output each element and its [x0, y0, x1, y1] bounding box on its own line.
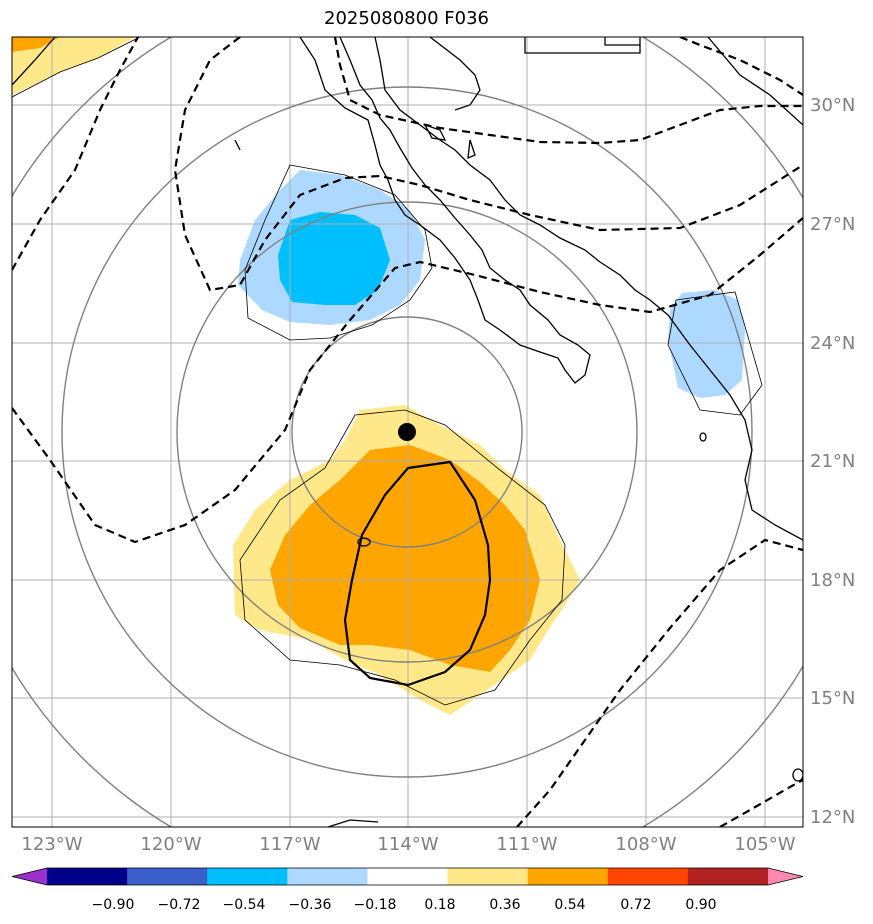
- lat-label: 12°N: [810, 807, 855, 828]
- shading-orange-top-left: [12, 37, 60, 52]
- lat-label: 24°N: [810, 333, 855, 354]
- colorbar-segment: [527, 868, 609, 885]
- coastline: [12, 37, 803, 827]
- colorbar-tick-label: 0.18: [424, 897, 455, 913]
- colorbar-min-arrow: [12, 868, 47, 885]
- colorbar-tick-label: −0.72: [158, 897, 201, 913]
- colorbar-tick-label: 0.72: [620, 897, 651, 913]
- lon-label: 117°W: [259, 834, 320, 855]
- colorbar-tick-label: 0.36: [489, 897, 520, 913]
- thin-contours: [12, 37, 763, 706]
- colorbar-segment: [207, 868, 288, 885]
- lon-label: 120°W: [140, 834, 201, 855]
- colorbar-segment: [367, 868, 449, 885]
- colorbar-tick-label: −0.18: [354, 897, 397, 913]
- colorbar-segment: [687, 868, 769, 885]
- colorbar-segment: [287, 868, 368, 885]
- colorbar: [11, 867, 804, 886]
- colorbar-outline: [11, 867, 804, 886]
- shading-orange-south: [270, 445, 540, 672]
- colorbar-segment: [47, 868, 128, 885]
- graticule: [12, 37, 803, 827]
- colorbar-segment: [127, 868, 208, 885]
- colorbar-max-arrow: [768, 868, 803, 885]
- map-frame: [11, 36, 804, 828]
- lat-label: 18°N: [810, 570, 855, 591]
- colorbar-tick-label: −0.90: [92, 897, 135, 913]
- dashed-contours: [12, 37, 803, 827]
- map-area: [12, 37, 803, 827]
- colorbar-tick-label: 0.54: [554, 897, 585, 913]
- latitude-labels: 30°N 27°N 24°N 21°N 18°N 15°N 12°N: [810, 95, 855, 828]
- lon-label: 108°W: [615, 834, 676, 855]
- shading-blue-north: [278, 212, 390, 305]
- colorbar-tick-labels: −0.90 −0.72 −0.54 −0.36 −0.18 0.18 0.36 …: [92, 897, 717, 913]
- colorbar-tick-label: 0.90: [685, 897, 716, 913]
- bold-contour: [343, 460, 492, 687]
- range-rings: [12, 37, 803, 827]
- colorbar-segment: [447, 868, 529, 885]
- lat-label: 27°N: [810, 214, 855, 235]
- lon-label: 111°W: [496, 834, 557, 855]
- colorbar-tick-label: −0.36: [289, 897, 332, 913]
- lat-label: 21°N: [810, 451, 855, 472]
- storm-center-marker: [398, 423, 416, 441]
- colorbar-tick-label: −0.54: [223, 897, 266, 913]
- lon-label: 123°W: [21, 834, 82, 855]
- colorbar-segment: [607, 868, 689, 885]
- lat-label: 15°N: [810, 688, 855, 709]
- lon-label: 114°W: [377, 834, 438, 855]
- map-title: 2025080800 F036: [324, 8, 489, 29]
- longitude-labels: 123°W 120°W 117°W 114°W 111°W 108°W 105°…: [21, 834, 795, 855]
- lat-label: 30°N: [810, 95, 855, 116]
- lon-label: 105°W: [734, 834, 795, 855]
- shading-lightblue-east: [668, 290, 745, 398]
